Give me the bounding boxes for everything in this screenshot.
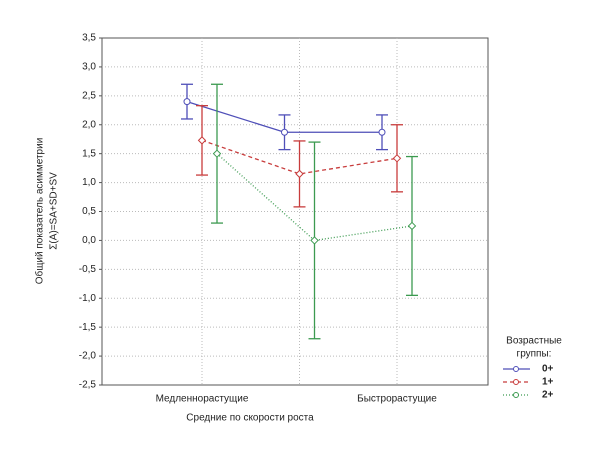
- legend-title: Возрастные: [506, 336, 562, 347]
- y-tick-label: 3,0: [82, 62, 96, 73]
- marker: [295, 169, 304, 179]
- marker: [378, 128, 386, 136]
- marker: [407, 221, 417, 231]
- y-tick-label: -1,0: [79, 293, 97, 304]
- legend-marker: [513, 366, 519, 372]
- legend-label: 0+: [542, 364, 554, 375]
- y-tick-label: 2,0: [82, 119, 96, 130]
- legend-label: 2+: [542, 390, 554, 401]
- y-tick-label: -1,5: [79, 322, 97, 333]
- y-tick-label: 2,5: [82, 90, 96, 101]
- x-tick-label: Медленнорастущие: [156, 394, 249, 405]
- legend-label: 1+: [542, 377, 554, 388]
- marker: [183, 98, 191, 106]
- legend-title: группы:: [517, 349, 552, 360]
- y-axis-label: Σ(A)=SA+SD+SV: [49, 172, 60, 250]
- marker: [310, 236, 319, 245]
- marker: [392, 154, 402, 163]
- x-tick-label: Быстрорастущие: [357, 394, 437, 405]
- legend-marker: [513, 379, 519, 385]
- marker: [281, 128, 288, 136]
- marker: [197, 136, 207, 145]
- marker: [212, 149, 222, 158]
- x-axis-label: Средние по скорости роста: [186, 413, 314, 424]
- y-tick-label: -0,5: [79, 264, 97, 275]
- y-tick-label: -2,5: [79, 380, 97, 391]
- y-tick-label: -2,0: [79, 351, 97, 362]
- y-tick-label: 1,5: [82, 148, 96, 159]
- series-line: [201, 139, 398, 175]
- y-tick-label: 0,0: [82, 235, 96, 246]
- y-tick-label: 0,5: [82, 206, 96, 217]
- y-axis-label: Общий показатель асимметрии: [34, 138, 46, 285]
- y-tick-label: 1,0: [82, 177, 96, 188]
- legend-marker: [513, 392, 519, 398]
- y-tick-label: 3,5: [82, 33, 96, 44]
